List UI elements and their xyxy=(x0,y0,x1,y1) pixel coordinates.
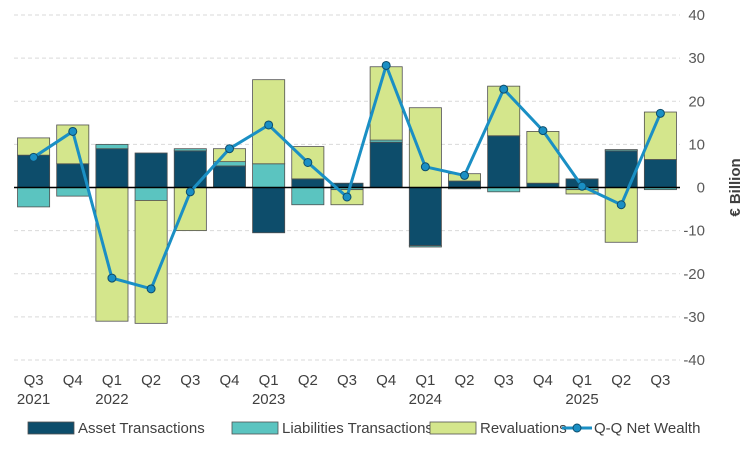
net-wealth-point-16 xyxy=(655,108,665,118)
bar-asset-transactions-3 xyxy=(134,152,168,188)
net-wealth-point-4 xyxy=(185,187,195,197)
bar-liabilities-transactions-4 xyxy=(173,148,207,152)
legend-label: Revaluations xyxy=(480,420,567,437)
bar-liabilities-transactions-7 xyxy=(291,187,325,206)
x-tick-label: Q2 xyxy=(141,372,161,389)
net-wealth-point-11 xyxy=(460,170,470,180)
legend-swatch xyxy=(27,421,75,435)
net-wealth-point-2 xyxy=(107,273,117,283)
y-tick-label: 30 xyxy=(688,50,705,67)
legend-item-revaluations: Revaluations xyxy=(429,420,567,437)
x-tick-label: Q4 xyxy=(63,372,83,389)
x-tick-label: Q3 xyxy=(337,372,357,389)
bar-asset-transactions-12 xyxy=(487,135,521,188)
net-wealth-point-7 xyxy=(303,157,313,167)
x-tick-label: Q1 xyxy=(102,372,122,389)
x-tick-label: Q1 xyxy=(572,372,592,389)
bar-revaluations-16 xyxy=(643,111,677,160)
net-wealth-point-10 xyxy=(420,162,430,172)
legend-item-q-q-net-wealth: Q-Q Net Wealth xyxy=(562,420,700,437)
bar-liabilities-transactions-2 xyxy=(95,143,129,150)
net-wealth-point-9 xyxy=(381,60,391,70)
bar-asset-transactions-5 xyxy=(213,165,246,188)
net-wealth-point-0 xyxy=(29,152,39,162)
legend-item-liabilities-transactions: Liabilities Transactions xyxy=(231,420,433,437)
x-tick-label: Q1 xyxy=(415,372,435,389)
y-tick-label: -10 xyxy=(683,223,705,240)
bar-liabilities-transactions-1 xyxy=(56,187,90,197)
x-tick-label: Q4 xyxy=(533,372,553,389)
y-tick-labels: -40 -30 -20 -10 0 10 20 30 40 xyxy=(683,7,705,369)
gridlines xyxy=(14,14,680,361)
legend-item-asset-transactions: Asset Transactions xyxy=(27,420,205,437)
bar-liabilities-transactions-0 xyxy=(17,187,51,208)
x-tick-label: Q1 xyxy=(259,372,279,389)
year-label: 2025 xyxy=(565,391,598,408)
net-wealth-line xyxy=(29,60,665,294)
legend-swatch xyxy=(231,421,279,435)
y-tick-label: -20 xyxy=(683,266,705,283)
bar-revaluations-2 xyxy=(95,187,129,322)
bar-asset-transactions-6 xyxy=(252,187,286,234)
net-wealth-point-6 xyxy=(264,120,274,130)
bar-liabilities-transactions-3 xyxy=(134,187,168,201)
net-wealth-point-13 xyxy=(538,126,548,136)
net-wealth-point-3 xyxy=(146,284,156,294)
net-wealth-point-14 xyxy=(577,181,587,191)
bar-asset-transactions-9 xyxy=(369,141,403,188)
year-label: 2021 xyxy=(17,391,50,408)
x-tick-label: Q3 xyxy=(24,372,44,389)
x-tick-label: Q4 xyxy=(219,372,239,389)
net-wealth-point-1 xyxy=(68,126,78,136)
bar-liabilities-transactions-15 xyxy=(604,149,638,152)
y-tick-label: -40 xyxy=(683,352,705,369)
bar-revaluations-10 xyxy=(408,107,442,188)
net-wealth-point-15 xyxy=(616,200,626,210)
bar-asset-transactions-10 xyxy=(408,187,442,247)
x-tick-label: Q3 xyxy=(494,372,514,389)
bar-asset-transactions-4 xyxy=(173,150,207,188)
bar-revaluations-15 xyxy=(604,187,638,243)
x-tick-label: Q3 xyxy=(180,372,200,389)
year-label: 2024 xyxy=(409,391,442,408)
net-wealth-point-5 xyxy=(224,144,234,154)
x-tick-label: Q2 xyxy=(455,372,475,389)
y-tick-label: 20 xyxy=(688,93,705,110)
y-tick-label: -30 xyxy=(683,309,705,326)
year-label: 2022 xyxy=(95,391,128,408)
x-tick-labels: Q3 Q4 Q1 Q2 Q3 Q4 Q1 Q2 Q3 Q4 Q1 Q2 Q3 Q4 Q1 Q2 Q3 2021 20… xyxy=(17,372,671,408)
y-tick-label: 40 xyxy=(688,7,705,24)
legend-label: Q-Q Net Wealth xyxy=(594,420,700,437)
net-wealth-point-8 xyxy=(342,192,352,202)
year-label: 2023 xyxy=(252,391,285,408)
bar-liabilities-transactions-10 xyxy=(408,245,442,248)
y-tick-label: 10 xyxy=(688,136,705,153)
legend-label: Asset Transactions xyxy=(78,420,205,437)
bar-revaluations-0 xyxy=(17,137,51,156)
bar-liabilities-transactions-6 xyxy=(252,163,286,188)
bar-asset-transactions-2 xyxy=(95,148,129,188)
legend-marker xyxy=(572,423,582,433)
legend: Asset Transactions Liabilities Transactio… xyxy=(27,420,700,437)
net-wealth-point-12 xyxy=(499,84,509,94)
x-tick-label: Q2 xyxy=(611,372,631,389)
x-tick-label: Q4 xyxy=(376,372,396,389)
legend-label: Liabilities Transactions xyxy=(282,420,433,437)
x-tick-label: Q3 xyxy=(650,372,670,389)
bar-revaluations-13 xyxy=(526,131,560,184)
y-axis-title: € Billion xyxy=(727,158,744,216)
y-tick-label: 0 xyxy=(697,180,705,197)
bar-asset-transactions-11 xyxy=(448,180,481,188)
bar-asset-transactions-7 xyxy=(291,178,325,188)
x-tick-label: Q2 xyxy=(298,372,318,389)
legend-swatch xyxy=(429,421,477,435)
bar-asset-transactions-16 xyxy=(643,159,677,188)
